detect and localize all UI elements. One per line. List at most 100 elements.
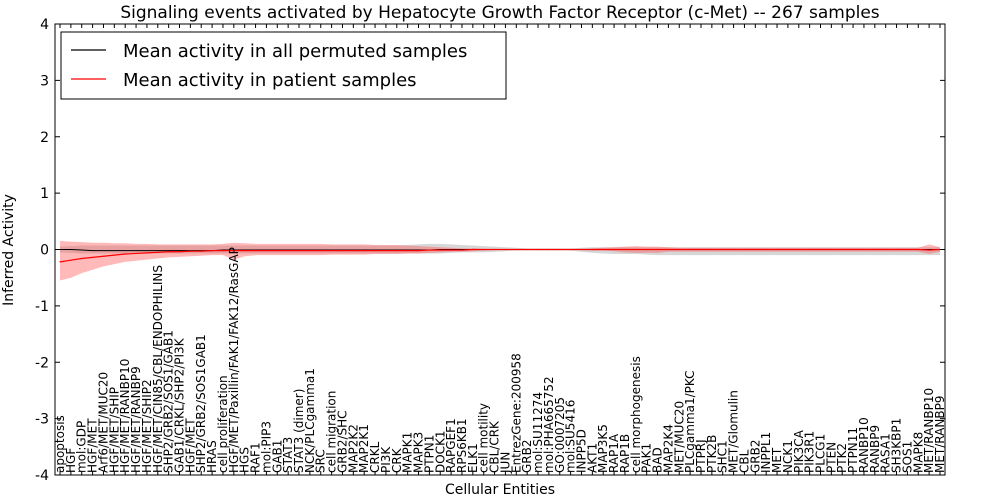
patient-point xyxy=(124,253,126,255)
x-tick-label: PI3K xyxy=(379,446,393,473)
patient-point xyxy=(168,251,170,253)
patient-point xyxy=(374,250,376,252)
x-tick-label: CBL xyxy=(737,449,751,473)
patient-point xyxy=(624,248,626,251)
x-tick-label: MAP2K4 xyxy=(661,424,675,473)
x-tick-label: HGF/MET/RANBP10 xyxy=(118,359,132,473)
x-tick-label: MAP2K2 xyxy=(346,424,360,473)
x-tick-label: AKT1 xyxy=(585,443,599,473)
x-tick-label: apoptosis xyxy=(53,415,67,473)
patient-point xyxy=(157,251,159,253)
patient-point xyxy=(874,248,876,251)
patient-point xyxy=(417,250,420,252)
x-tick-label: cell morphogenesis xyxy=(629,356,643,473)
patient-point xyxy=(113,254,115,256)
patient-point xyxy=(298,250,300,252)
x-tick-label: MAP2K1 xyxy=(357,424,371,473)
patient-point xyxy=(895,248,898,251)
patient-mean-line xyxy=(59,248,941,263)
x-tick-label: PTK2B xyxy=(705,435,719,473)
x-tick-label: MET xyxy=(770,447,784,473)
patient-point xyxy=(613,248,615,251)
patient-band xyxy=(60,241,940,281)
x-tick-label: CRK xyxy=(390,447,404,473)
x-tick-label: GAB1/CRKL/SHP2/PI3K xyxy=(173,337,187,473)
patient-point xyxy=(917,248,919,251)
patient-point xyxy=(102,255,105,257)
patient-point xyxy=(656,248,659,251)
patient-point xyxy=(537,248,539,251)
x-tick-label: CBL/CRK xyxy=(488,420,502,473)
x-tick-label: PLCG1 xyxy=(813,434,827,473)
patient-point xyxy=(472,248,474,251)
x-tick-label: GO:0007205 xyxy=(553,397,567,473)
patient-point xyxy=(211,250,213,252)
patient-point xyxy=(602,248,604,251)
patient-point xyxy=(841,248,843,251)
patient-point xyxy=(852,248,854,251)
x-tick-label: GRB2/SHC xyxy=(335,410,349,473)
patient-point xyxy=(91,256,94,258)
x-tick-label: GRB2 xyxy=(520,439,534,473)
patient-point xyxy=(722,248,724,251)
y-tick-label: 3 xyxy=(40,73,49,89)
patient-point xyxy=(667,248,670,251)
patient-point xyxy=(352,250,354,252)
patient-point xyxy=(711,248,713,251)
x-tick-label: MAPK8 xyxy=(911,432,925,473)
patient-point xyxy=(559,248,561,251)
x-tick-label: PTK2 xyxy=(835,443,849,473)
x-tick-label: MAPK1 xyxy=(401,432,415,473)
patient-point xyxy=(635,248,637,251)
x-tick-label: SH3KBP1 xyxy=(890,418,904,473)
patient-point xyxy=(504,248,507,251)
patient-point xyxy=(863,248,865,251)
x-tick-label: RAP1A xyxy=(607,433,621,473)
x-tick-label: MAP3K5 xyxy=(596,424,610,473)
x-tick-label: RANBP9 xyxy=(868,425,882,473)
x-tick-label: BAD xyxy=(651,447,665,473)
patient-point xyxy=(515,248,517,251)
x-tick-label: SHC1 xyxy=(716,440,730,473)
x-tick-label: PIK3R1 xyxy=(803,431,817,473)
x-tick-label: SRC xyxy=(314,449,328,473)
x-tick-label: mol:SU5416 xyxy=(564,400,578,473)
patient-point xyxy=(809,248,811,251)
x-tick-label: HGF/MET/RANBP9 xyxy=(129,366,143,473)
x-tick-label: HGF/MET/CIN85/CBL/ENDOPHILINS xyxy=(151,265,165,473)
x-tick-label: HRAS xyxy=(205,440,219,473)
patient-point xyxy=(689,248,691,251)
x-tick-label: RPS6KB1 xyxy=(455,418,469,473)
x-tick-label: MET/Glomulin xyxy=(727,390,741,473)
patient-point xyxy=(885,248,887,251)
x-tick-label: INPPL1 xyxy=(759,432,773,473)
x-tick-label: RAPGEF1 xyxy=(444,418,458,473)
x-tick-label: ELK1 xyxy=(466,443,480,473)
y-tick-label: -3 xyxy=(35,412,49,428)
x-tick-label: PLCgamma1/PKC xyxy=(683,370,697,473)
x-tick-label: SOS1 xyxy=(900,441,914,473)
patient-point xyxy=(526,248,528,251)
patient-point xyxy=(439,249,441,251)
x-tick-label: SHP2/GRB2/SOS1/GAB1 xyxy=(162,330,176,473)
x-tick-label: RAF1 xyxy=(249,442,263,473)
x-tick-label: STAT3 (dimer) xyxy=(292,389,306,473)
patient-point xyxy=(331,250,333,252)
patient-point xyxy=(309,250,311,252)
patient-point xyxy=(81,257,83,260)
x-tick-label: RANBP10 xyxy=(857,417,871,473)
patient-point xyxy=(287,250,289,252)
x-tick-label: DOCK1 xyxy=(433,430,447,473)
x-tick-label: HGF xyxy=(64,448,78,473)
y-tick-label: -4 xyxy=(35,468,49,484)
patient-point xyxy=(70,259,72,261)
x-tick-label: cell migration xyxy=(325,391,339,473)
patient-point xyxy=(678,248,680,251)
x-tick-label: NCK/PLCgamma1 xyxy=(303,368,317,473)
patient-point xyxy=(819,248,822,251)
x-tick-label: STAT3 xyxy=(281,437,295,473)
y-tick-label: 2 xyxy=(40,130,49,146)
patient-point xyxy=(483,248,485,251)
patient-point xyxy=(341,250,344,252)
patient-point xyxy=(265,250,268,252)
